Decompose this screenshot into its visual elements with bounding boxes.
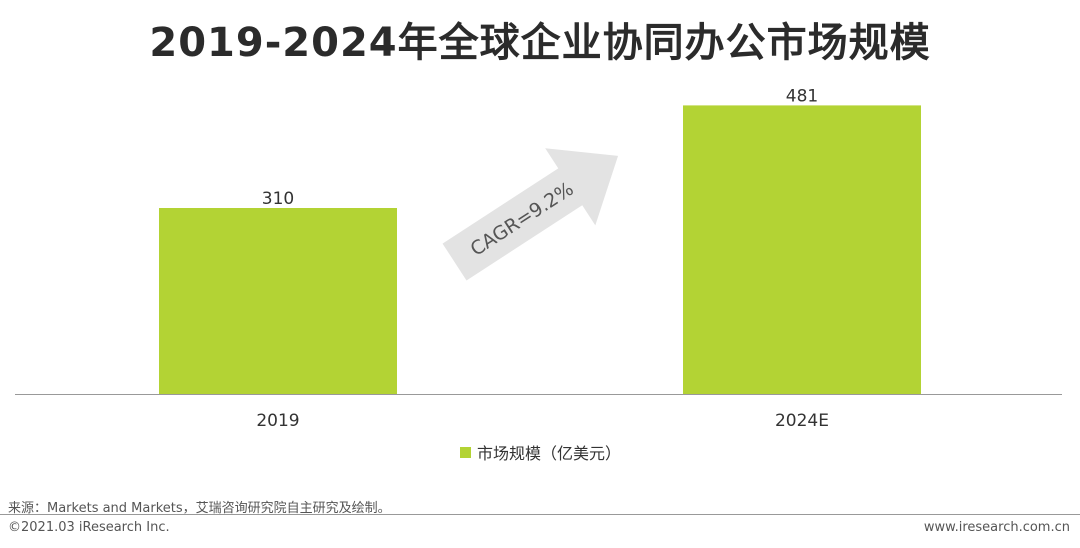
data-label-2024E: 481	[786, 86, 818, 106]
legend: 市场规模（亿美元）	[460, 440, 621, 464]
website-link[interactable]: www.iresearch.com.cn	[923, 520, 1070, 535]
bar-2024E	[683, 105, 921, 395]
legend-swatch	[460, 446, 471, 458]
data-label-2019: 310	[262, 189, 294, 209]
footer-divider	[0, 514, 1080, 515]
copyright: ©2021.03 iResearch Inc.	[8, 520, 170, 535]
x-tick-label-2024E: 2024E	[775, 411, 829, 431]
legend-label: 市场规模（亿美元）	[477, 444, 622, 463]
chart-title: 2019-2024年全球企业协同办公市场规模	[149, 20, 931, 66]
x-tick-label-2019: 2019	[256, 411, 299, 431]
cagr-arrow-shape	[442, 148, 619, 281]
cagr-arrow: CAGR=9.2%	[442, 148, 619, 281]
bar-2019	[159, 208, 397, 394]
source-note: 来源：Markets and Markets，艾瑞咨询研究院自主研究及绘制。	[8, 501, 391, 516]
